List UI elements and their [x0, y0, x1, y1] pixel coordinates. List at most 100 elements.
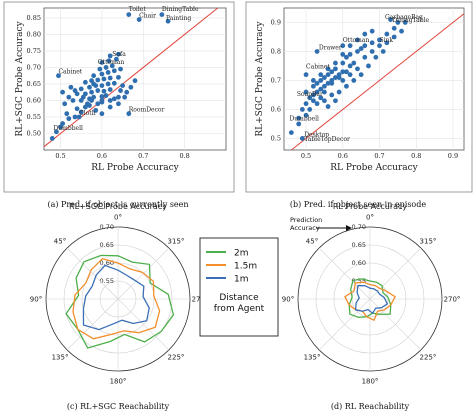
scatter-point: [91, 73, 97, 79]
scatter-point: [310, 83, 316, 89]
scatter-point: [74, 106, 80, 112]
scatter-point: [128, 84, 134, 90]
point-annotation: Painting: [166, 15, 191, 22]
scatter-point: [109, 63, 115, 69]
angle-label: 0°: [114, 214, 122, 222]
scatter-point: [347, 63, 353, 69]
x-tick-label: 0.6: [338, 152, 348, 160]
scatter-point: [351, 60, 357, 66]
scatter-point: [99, 83, 105, 89]
point-annotation: DiningTable: [392, 17, 429, 24]
scatter-point: [107, 98, 113, 103]
scatter-point: [362, 31, 368, 37]
x-tick-label: 0.5: [55, 152, 65, 160]
scatter-point: [351, 78, 357, 83]
legend-box: [199, 237, 279, 337]
y-tick-label: 0.75: [27, 47, 41, 55]
scatter-point: [402, 20, 408, 25]
polar-spoke: [369, 298, 422, 351]
scatter-point: [95, 101, 101, 107]
scatter-point: [89, 89, 94, 95]
y-tick-label: 0.60: [27, 97, 41, 105]
scatter-point: [101, 76, 107, 82]
scatter-point: [126, 111, 132, 117]
reference-line: [44, 8, 219, 148]
scatter-point: [107, 75, 113, 81]
angle-label: 225°: [420, 353, 437, 361]
radial-tick-label: 0.55: [352, 277, 366, 285]
scatter-point: [111, 68, 117, 74]
scatter-point: [333, 66, 338, 72]
scatter-point: [395, 20, 401, 25]
scatter-point: [105, 69, 111, 75]
y-tick-label: 0.80: [27, 31, 41, 39]
radial-tick-label: 0.55: [100, 277, 114, 285]
point-annotation: Ottoman: [98, 59, 125, 66]
scatter-point: [103, 93, 109, 98]
scatter-point: [136, 17, 142, 22]
point-annotation: Dumbbell: [290, 115, 320, 122]
scatter-point: [97, 66, 103, 72]
scatter-point: [118, 88, 123, 93]
caption-d: (d) RL Reachability: [331, 402, 410, 411]
scatter-point: [303, 101, 309, 107]
caption-b: (b) Pred. if object seen in episode: [290, 200, 426, 209]
angle-label: 180°: [110, 378, 127, 386]
scatter-point: [340, 51, 346, 57]
scatter-point: [318, 86, 324, 92]
scatter-point: [344, 69, 349, 75]
scatter-point: [68, 84, 74, 90]
point-annotation: Sink: [380, 37, 394, 44]
scatter-point: [340, 78, 346, 83]
legend-label: 2m: [234, 249, 249, 259]
scatter-point: [355, 66, 360, 72]
scatter-point: [85, 101, 90, 107]
scatter-point: [159, 12, 165, 18]
scatter-point: [101, 88, 107, 94]
scatter-point: [89, 98, 94, 103]
scatter-point: [111, 80, 117, 86]
caption-c: (c) RL+SGC Reachability: [67, 402, 170, 411]
scatter-point: [296, 115, 302, 121]
y-tick-label: 0.85: [27, 14, 41, 22]
scatter-point: [95, 88, 101, 93]
scatter-point: [369, 40, 375, 46]
scatter-point: [325, 66, 331, 72]
scatter-point: [314, 101, 320, 107]
scatter-point: [307, 107, 313, 112]
scatter-point: [333, 60, 338, 66]
point-annotation: DiningTable: [162, 6, 199, 13]
scatter-point: [322, 98, 327, 104]
polar-spoke: [66, 247, 119, 300]
angle-label: 315°: [168, 238, 185, 246]
polar-panel-d: RL Probe Accuracy 0.55 0.60 0.65 0.700° 45° 90…: [282, 202, 461, 386]
scatter-point: [165, 18, 171, 24]
scatter-point: [325, 80, 331, 86]
annotation-text: Prediction: [290, 216, 322, 224]
scatter-point: [82, 79, 88, 85]
angle-label: 315°: [420, 238, 437, 246]
point-annotation: SoapBar: [297, 91, 323, 98]
scatter-point: [366, 63, 371, 69]
scatter-point: [303, 112, 309, 118]
scatter-point: [99, 94, 105, 99]
x-tick-label: 0.9: [448, 152, 458, 160]
scatter-point: [60, 121, 66, 126]
scatter-point: [307, 95, 313, 101]
angle-label: 90°: [282, 296, 294, 304]
scatter-point: [116, 74, 121, 80]
legend-label: 1.5m: [234, 262, 257, 272]
y-axis-label: RL+SGC Probe Accuracy: [255, 20, 265, 136]
scatter-point: [373, 54, 379, 60]
annotation-text: Accuracy: [290, 224, 320, 232]
scatter-point: [99, 111, 105, 117]
y-tick-label: 0.50: [27, 130, 41, 138]
polar-spoke: [318, 298, 371, 351]
scatter-point: [296, 121, 302, 127]
scatter-point: [107, 53, 113, 59]
scatter-point: [80, 94, 86, 100]
point-annotation: Cabinet: [306, 63, 330, 70]
radial-tick-label: 0.65: [352, 241, 366, 249]
point-annotation: Cabinet: [58, 69, 82, 76]
scatter-point: [105, 81, 111, 87]
